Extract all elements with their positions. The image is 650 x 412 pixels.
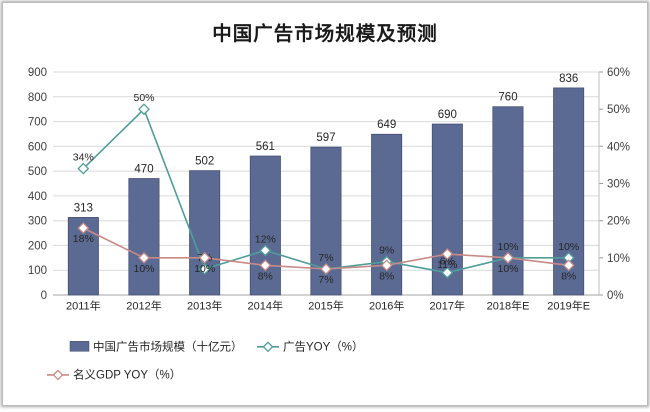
svg-text:广告YOY（%）: 广告YOY（%） <box>283 340 364 353</box>
svg-text:中国广告市场规模（十亿元）: 中国广告市场规模（十亿元） <box>93 339 243 353</box>
svg-text:561: 561 <box>256 141 275 153</box>
svg-text:690: 690 <box>438 109 457 121</box>
svg-text:100: 100 <box>28 265 47 277</box>
svg-text:760: 760 <box>498 92 517 104</box>
svg-text:2018年E: 2018年E <box>487 299 530 313</box>
svg-text:300: 300 <box>28 216 47 228</box>
svg-text:2019年E: 2019年E <box>547 299 590 313</box>
svg-text:8%: 8% <box>561 270 576 282</box>
svg-text:40%: 40% <box>607 141 630 153</box>
svg-text:649: 649 <box>377 119 396 131</box>
svg-text:470: 470 <box>134 164 153 176</box>
svg-text:597: 597 <box>316 132 335 144</box>
svg-text:313: 313 <box>74 202 93 214</box>
svg-text:400: 400 <box>28 191 47 203</box>
svg-text:10%: 10% <box>133 263 154 275</box>
svg-text:700: 700 <box>28 117 47 129</box>
svg-text:11%: 11% <box>437 259 457 271</box>
svg-text:8%: 8% <box>258 270 273 282</box>
svg-text:800: 800 <box>28 92 47 104</box>
svg-text:20%: 20% <box>607 216 630 228</box>
svg-text:8%: 8% <box>379 270 394 282</box>
svg-text:10%: 10% <box>607 253 630 265</box>
svg-text:2012年: 2012年 <box>126 299 161 313</box>
svg-text:2017年: 2017年 <box>430 299 465 313</box>
svg-text:0%: 0% <box>607 290 624 302</box>
svg-text:10%: 10% <box>497 241 518 253</box>
svg-text:600: 600 <box>28 141 47 153</box>
svg-text:200: 200 <box>28 240 47 252</box>
svg-text:60%: 60% <box>607 67 630 79</box>
svg-text:2014年: 2014年 <box>248 299 283 313</box>
svg-text:12%: 12% <box>255 233 276 245</box>
svg-text:名义GDP YOY（%）: 名义GDP YOY（%） <box>73 367 181 381</box>
svg-text:18%: 18% <box>73 233 94 245</box>
svg-text:2011年: 2011年 <box>66 299 101 313</box>
svg-text:2016年: 2016年 <box>369 299 404 313</box>
svg-text:2013年: 2013年 <box>187 299 222 313</box>
svg-text:836: 836 <box>559 73 578 85</box>
svg-text:502: 502 <box>195 156 214 168</box>
svg-text:500: 500 <box>28 166 47 178</box>
svg-text:50%: 50% <box>133 92 154 104</box>
svg-text:2015年: 2015年 <box>308 299 343 313</box>
svg-text:10%: 10% <box>558 241 579 253</box>
svg-text:30%: 30% <box>607 179 630 191</box>
svg-text:50%: 50% <box>607 104 630 116</box>
svg-text:7%: 7% <box>318 252 333 264</box>
svg-text:900: 900 <box>28 67 47 79</box>
svg-text:10%: 10% <box>194 263 215 275</box>
svg-text:34%: 34% <box>73 152 94 164</box>
svg-text:0: 0 <box>41 290 47 302</box>
svg-text:9%: 9% <box>379 245 394 257</box>
svg-text:10%: 10% <box>497 263 518 275</box>
svg-text:7%: 7% <box>318 274 333 286</box>
